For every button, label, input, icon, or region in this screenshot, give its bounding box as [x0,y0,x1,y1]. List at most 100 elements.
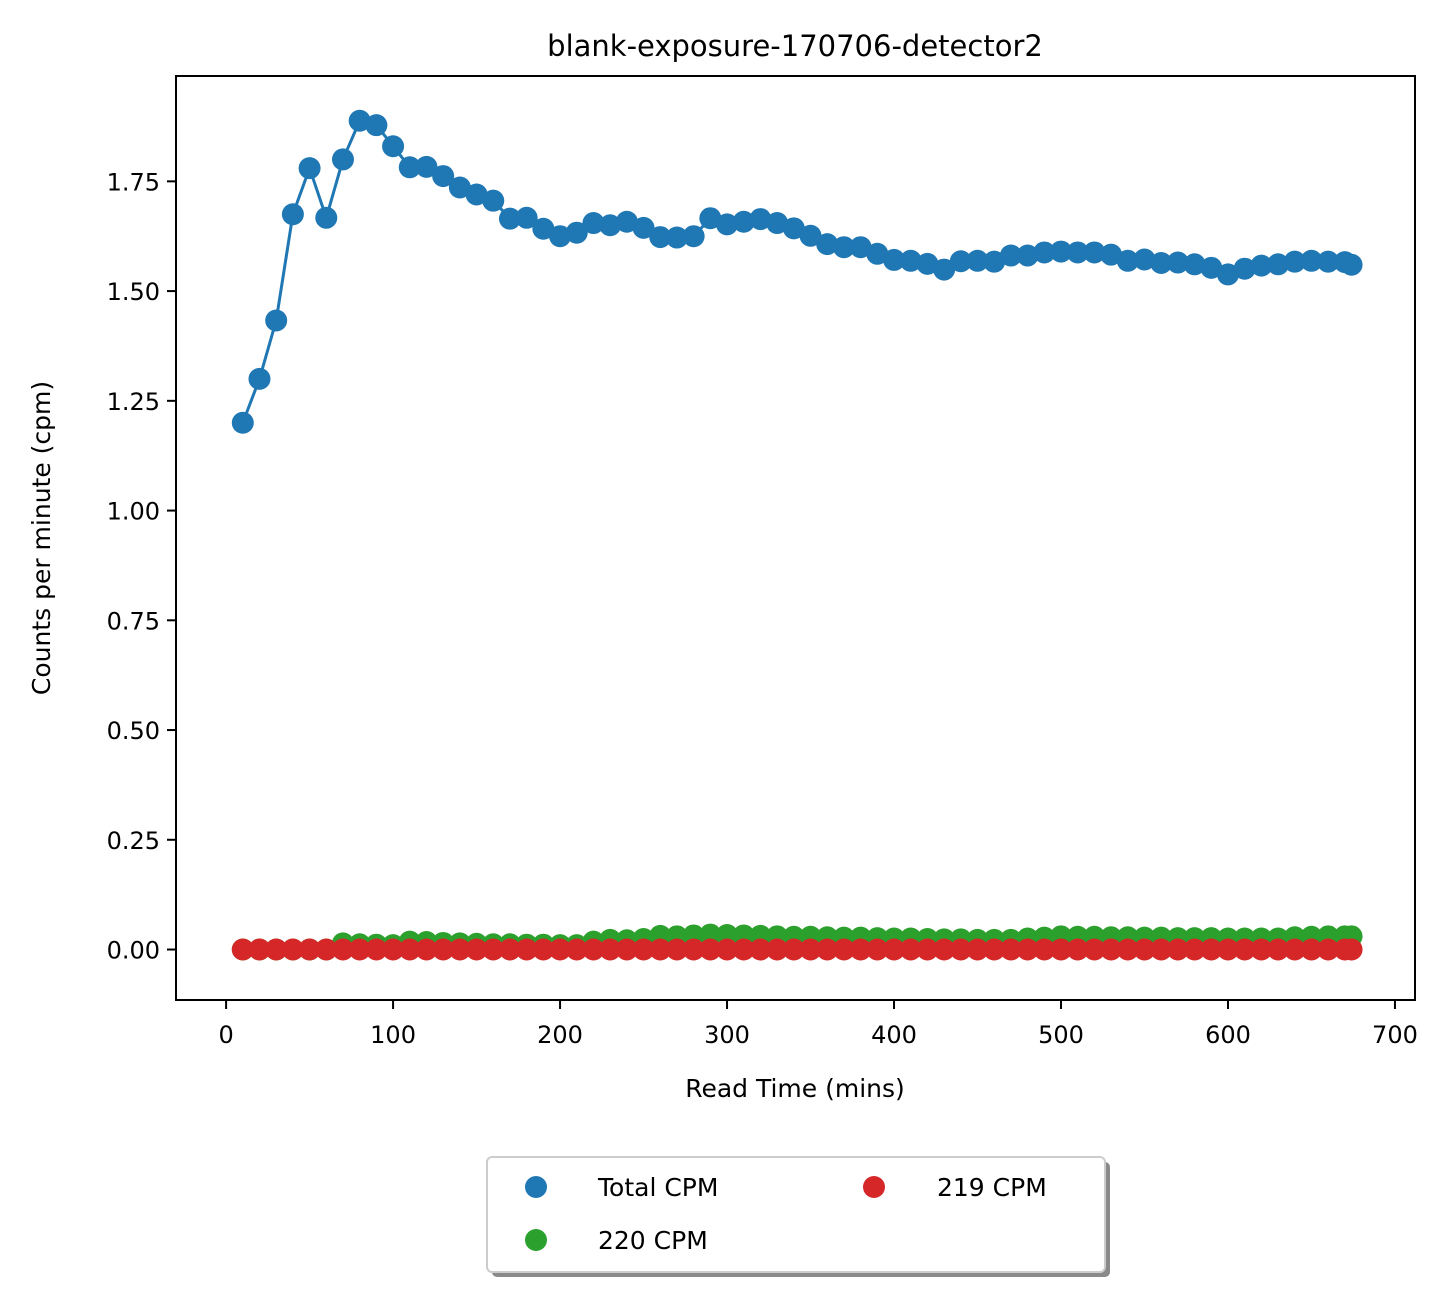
legend-box [486,1156,1106,1273]
data-point-219-cpm [682,938,705,961]
y-tick-label: 0.75 [107,607,160,635]
data-point-219-cpm [949,938,972,961]
y-tick-label: 1.50 [107,278,160,306]
x-tick-label: 100 [370,1021,416,1049]
x-tick-label: 400 [871,1021,917,1049]
data-point-total-cpm [448,176,471,199]
data-point-total-cpm [415,155,438,178]
data-point-219-cpm [1050,938,1072,961]
data-point-219-cpm [465,938,488,961]
data-point-total-cpm [365,114,388,137]
data-point-total-cpm [966,249,989,272]
data-point-total-cpm [899,249,922,272]
legend-label-total-cpm: Total CPM [597,1173,718,1202]
data-point-total-cpm [549,225,572,248]
data-point-219-cpm [916,938,939,961]
data-point-219-cpm [1083,938,1106,961]
y-axis-ticks: 0.00 0.25 0.50 0.75 1.00 1.25 1.50 1.75 [107,168,176,965]
data-point-total-cpm [281,203,304,226]
data-point-219-cpm [1133,938,1156,961]
data-point-219-cpm [632,938,655,961]
data-point-219-cpm [432,938,455,961]
data-point-219-cpm [933,938,956,961]
data-point-219-cpm [565,938,588,961]
data-point-total-cpm [849,236,872,259]
data-point-total-cpm [582,212,605,235]
legend: Total CPM 220 CPM 219 CPM [486,1156,1110,1277]
data-point-219-cpm [766,938,789,961]
data-point-219-cpm [899,938,922,961]
y-tick-label: 1.75 [107,168,160,196]
axes-background [176,76,1415,1000]
data-point-total-cpm [916,252,939,275]
data-point-219-cpm [1100,938,1123,961]
data-point-total-cpm [432,165,455,188]
data-point-total-cpm [265,309,288,332]
data-point-total-cpm [699,207,722,230]
data-point-total-cpm [515,206,538,229]
legend-marker-total-cpm [525,1176,547,1198]
data-point-219-cpm [315,938,338,961]
data-point-219-cpm [348,938,371,961]
data-point-total-cpm [1317,250,1340,273]
data-point-219-cpm [849,938,872,961]
data-point-219-cpm [1166,938,1189,961]
series-layer [231,109,1363,961]
data-point-219-cpm [1116,938,1139,961]
y-tick-label: 1.25 [107,388,160,416]
data-point-219-cpm [1216,938,1239,961]
data-point-219-cpm [1033,938,1056,961]
data-point-total-cpm [482,189,505,212]
data-point-total-cpm [665,226,688,249]
legend-marker-219-cpm [863,1176,885,1198]
data-point-total-cpm [532,217,555,240]
data-point-total-cpm [883,248,906,271]
data-point-total-cpm [315,206,338,229]
data-point-219-cpm [1183,938,1206,961]
data-point-219-cpm [1283,938,1306,961]
data-point-total-cpm [716,213,739,236]
data-point-219-cpm [298,938,321,961]
data-point-219-cpm [1267,938,1290,961]
y-tick-label: 1.00 [107,498,160,526]
data-point-219-cpm [866,938,889,961]
data-point-219-cpm [1317,938,1340,961]
data-point-219-cpm [782,938,805,961]
x-tick-label: 500 [1038,1021,1084,1049]
data-point-total-cpm [1233,257,1256,280]
data-point-total-cpm [1300,249,1323,272]
data-point-219-cpm [816,938,839,961]
data-point-219-cpm [699,938,722,961]
data-point-219-cpm [883,938,906,961]
data-point-total-cpm [999,244,1022,267]
y-tick-label: 0.50 [107,717,160,745]
data-point-total-cpm [465,183,488,206]
data-point-total-cpm [1050,240,1072,263]
x-axis-ticks: 0 100 200 300 400 500 600 700 [218,1000,1418,1049]
data-point-219-cpm [448,938,471,961]
x-tick-label: 0 [218,1021,233,1049]
data-point-total-cpm [1100,243,1123,266]
data-point-219-cpm [498,938,521,961]
data-point-219-cpm [1250,938,1273,961]
x-tick-label: 300 [704,1021,750,1049]
data-point-total-cpm [799,224,822,247]
data-point-219-cpm [966,938,989,961]
data-point-total-cpm [498,207,521,230]
data-point-219-cpm [398,938,421,961]
series-total-cpm [231,109,1363,434]
data-point-total-cpm [983,250,1006,273]
data-point-total-cpm [866,242,889,265]
data-point-total-cpm [248,367,271,390]
data-point-219-cpm [1233,938,1256,961]
data-point-219-cpm [549,938,572,961]
data-point-total-cpm [1216,263,1239,286]
data-point-total-cpm [398,156,421,179]
data-point-219-cpm [1016,938,1039,961]
data-point-total-cpm [649,226,672,249]
data-point-total-cpm [382,135,405,158]
data-point-219-cpm [1200,938,1223,961]
x-axis-label: Read Time (mins) [685,1074,905,1103]
data-point-total-cpm [348,109,371,132]
chart-title: blank-exposure-170706-detector2 [547,29,1043,63]
